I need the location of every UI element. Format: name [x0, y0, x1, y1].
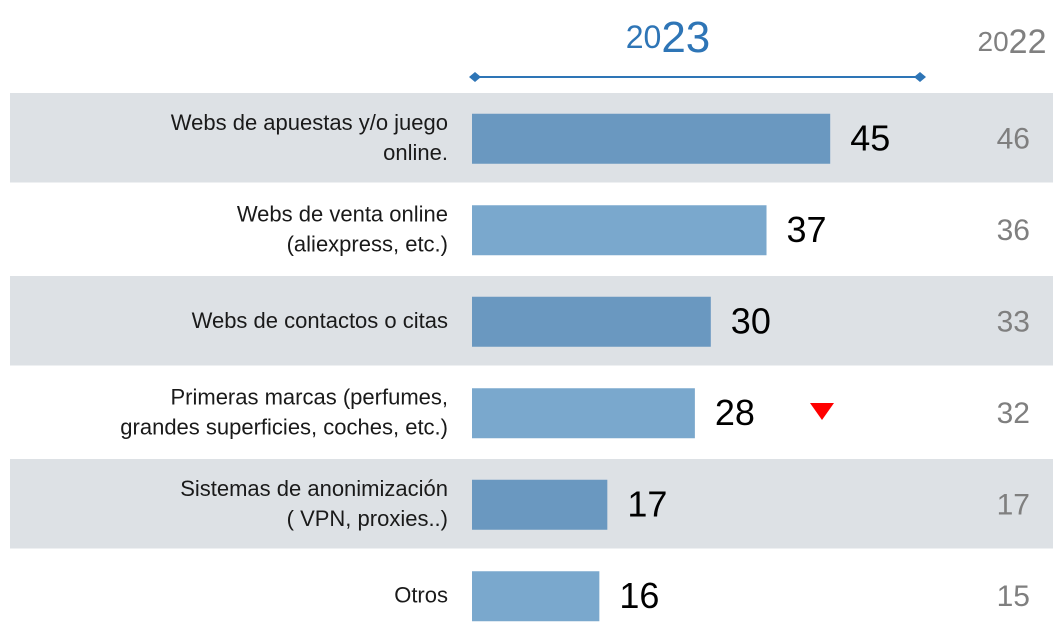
decrease-marker	[810, 403, 834, 420]
previous-value: 33	[997, 306, 1030, 339]
value-label: 16	[619, 575, 659, 616]
category-label: Webs de contactos o citas	[192, 308, 448, 333]
bar	[472, 479, 608, 530]
category-label: Sistemas de anonimización( VPN, proxies.…	[180, 476, 448, 531]
previous-value: 36	[997, 214, 1030, 247]
bar	[472, 113, 831, 164]
value-label: 45	[850, 117, 890, 158]
previous-value: 15	[997, 580, 1030, 613]
value-label: 28	[715, 392, 755, 433]
value-label: 30	[731, 300, 771, 341]
value-label: 37	[787, 209, 827, 250]
category-label: Otros	[394, 582, 448, 607]
category-label: Webs de apuestas y/o juego online.	[171, 110, 448, 165]
previous-value: 32	[997, 397, 1030, 430]
header-2022: 2022	[978, 23, 1047, 61]
bar	[472, 296, 711, 347]
header-2023: 2023	[626, 13, 711, 62]
category-label: Primeras marcas (perfumes, grandes superf…	[120, 384, 448, 439]
value-label: 17	[627, 483, 667, 524]
bar	[472, 388, 695, 439]
bar	[472, 571, 600, 622]
category-label: Webs de venta online (aliexpress, etc.)	[237, 201, 448, 256]
previous-value: 17	[997, 489, 1030, 522]
bar	[472, 205, 767, 256]
previous-value: 46	[997, 123, 1030, 156]
